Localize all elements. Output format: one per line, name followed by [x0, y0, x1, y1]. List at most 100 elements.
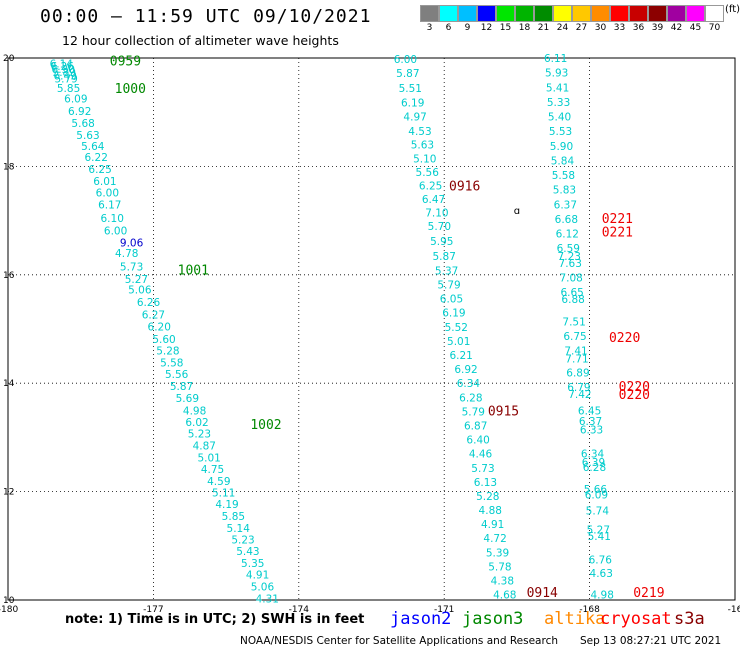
swh-label: 6.47 — [422, 194, 445, 206]
swh-label: 6.37 — [579, 416, 602, 428]
swh-label: 6.11 — [544, 53, 567, 65]
pass-time-label: 1000 — [115, 82, 146, 97]
swh-label: 5.06 — [251, 581, 275, 593]
swh-label: 7.63 — [559, 258, 582, 270]
swh-label: 6.13 — [474, 477, 497, 489]
swh-label: 5.63 — [76, 130, 99, 142]
colorbar-label: 33 — [613, 23, 626, 33]
swh-label: 6.00 — [104, 225, 127, 237]
swh-label: 5.23 — [188, 429, 211, 441]
map-subtitle: 12 hour collection of altimeter wave hei… — [62, 33, 339, 48]
swh-label: 6.33 — [580, 424, 603, 436]
swh-label: 5.58 — [552, 170, 575, 182]
swh-label: 6.02 — [185, 417, 208, 429]
colorbar-label: 45 — [689, 23, 702, 33]
swh-label: 5.01 — [447, 336, 470, 348]
lat-tick-label: 10 — [3, 596, 15, 606]
swh-label: 5.73 — [471, 463, 494, 475]
swh-label: 5.85 — [222, 511, 245, 523]
swh-label: 6.92 — [454, 364, 477, 376]
swh-label: 6.00 — [96, 187, 119, 199]
swh-label: 6.28 — [583, 462, 606, 474]
swh-label: 5.41 — [546, 82, 569, 94]
colorbar-bin: 18 — [515, 5, 534, 33]
swh-label: 5.78 — [488, 561, 511, 573]
lon-tick-label: -180 — [0, 605, 18, 615]
swh-label: 6.87 — [464, 420, 487, 432]
swh-label: 6.34 — [581, 449, 605, 461]
swh-label: 5.85 — [57, 83, 80, 95]
map-title: 00:00 – 11:59 UTC 09/10/2021 — [40, 6, 372, 27]
swh-label: 6.09 — [585, 489, 608, 501]
lon-tick-label: -174 — [289, 605, 310, 615]
swh-label: 6.39 — [582, 457, 605, 469]
swh-label: 7.08 — [559, 273, 582, 285]
swh-label: 6.14 — [50, 58, 74, 70]
pass-time-label: 0220 — [619, 388, 650, 403]
pass-time-label: 0221 — [602, 225, 633, 240]
swh-label: 6.20 — [148, 321, 171, 333]
swh-label: 5.89 — [53, 67, 76, 79]
swh-label: 5.27 — [587, 525, 610, 537]
swh-label: 5.14 — [227, 523, 251, 535]
legend-item-jason2: jason2 — [390, 609, 452, 629]
swh-label: 6.49 — [53, 70, 76, 82]
swh-label: 4.87 — [193, 441, 216, 453]
swh-label: 6.40 — [466, 435, 489, 447]
colorbar-label: 21 — [537, 23, 550, 33]
colorbar-label: 27 — [575, 23, 588, 33]
swh-label: 6.00 — [394, 54, 417, 66]
swh-label: 5.39 — [486, 547, 509, 559]
swh-label: 4.98 — [183, 405, 206, 417]
pass-time-label: 0220 — [619, 380, 650, 395]
swh-label: 4.91 — [481, 519, 504, 531]
colorbar-bin: 12 — [477, 5, 496, 33]
pass-time-label: 0915 — [488, 404, 519, 419]
swh-label: 5.41 — [588, 531, 611, 543]
colorbar-bin: 45 — [686, 5, 705, 33]
lat-tick-label: 18 — [3, 162, 15, 172]
swh-label: 5.11 — [212, 488, 235, 500]
swh-label: 5.53 — [549, 126, 572, 138]
colorbar-bin: 36 — [629, 5, 648, 33]
swh-label: 6.37 — [554, 199, 577, 211]
swh-label: 5.87 — [170, 381, 193, 393]
swh-label: 5.83 — [553, 185, 576, 197]
colorbar-bin: 33 — [610, 5, 629, 33]
swh-label: 5.56 — [165, 369, 189, 381]
swh-label: 6.01 — [93, 176, 116, 188]
swh-label: 6.25 — [88, 164, 111, 176]
legend-item-jason3: jason3 — [462, 609, 524, 629]
swh-label: 4.91 — [246, 570, 269, 582]
swh-label: 4.63 — [590, 568, 613, 580]
colorbar-bin: 70 — [705, 5, 724, 33]
swh-label: 6.75 — [563, 331, 586, 343]
colorbar-label: 18 — [518, 23, 531, 33]
swh-label: 6.76 — [589, 554, 613, 566]
colorbar-bin: 24 — [553, 5, 572, 33]
swh-label: 4.98 — [591, 590, 614, 602]
pass-time-label: 1001 — [178, 263, 209, 278]
colorbar-label: 42 — [670, 23, 683, 33]
swh-label: 5.56 — [416, 167, 440, 179]
swh-label: 6.27 — [142, 309, 165, 321]
swh-label: 4.78 — [115, 248, 138, 260]
colorbar-bin: 15 — [496, 5, 515, 33]
swh-label: 6.79 — [567, 382, 590, 394]
timestamp-text: Sep 13 08:27:21 UTC 2021 — [580, 635, 722, 647]
swh-label: 4.53 — [408, 126, 431, 138]
swh-label: 6.68 — [555, 214, 578, 226]
swh-label: 6.28 — [459, 392, 482, 404]
swh-label: 6.59 — [557, 243, 580, 255]
swh-label: 4.38 — [491, 575, 514, 587]
swh-label: 4.72 — [483, 533, 506, 545]
lat-tick-label: 14 — [3, 379, 15, 389]
swh-label: 4.97 — [403, 112, 426, 124]
pass-time-label: 0916 — [449, 179, 480, 194]
swh-label: 7.51 — [562, 316, 585, 328]
swh-label: 5.90 — [550, 141, 573, 153]
footer-note: note: 1) Time is in UTC; 2) SWH is in fe… — [65, 612, 365, 627]
swh-label: 4.59 — [207, 476, 230, 488]
swh-label: 5.01 — [197, 452, 220, 464]
island-marker: ɑ — [514, 206, 520, 217]
